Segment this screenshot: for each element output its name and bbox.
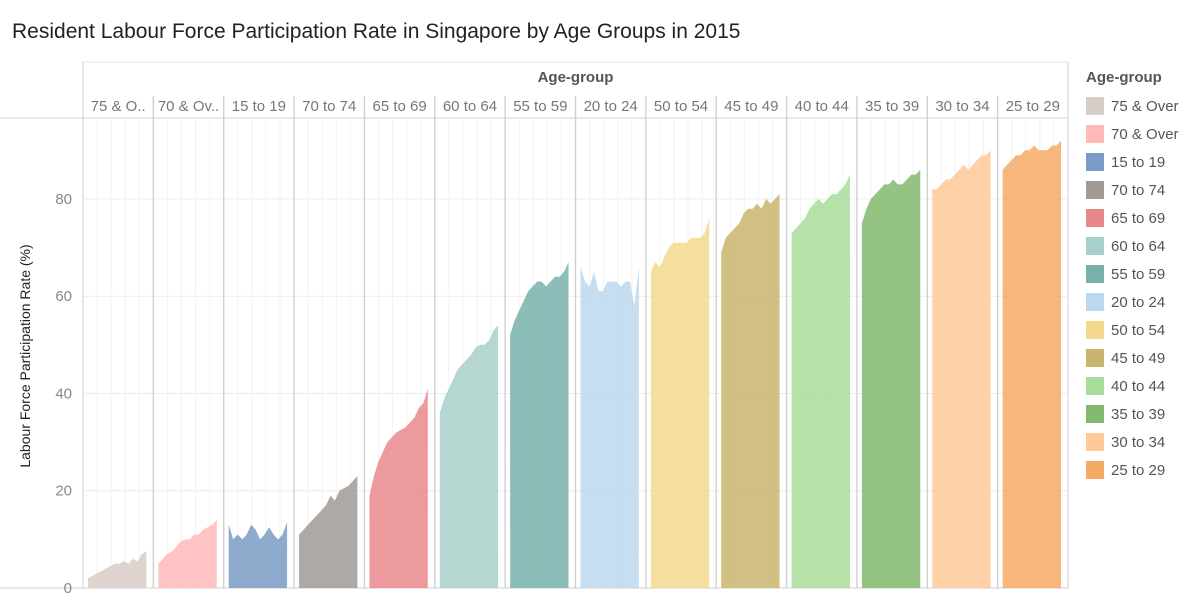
panel-header-label: 75 & O.. bbox=[91, 98, 146, 115]
area-40-to-44 bbox=[791, 174, 850, 588]
legend-item[interactable]: 35 to 39 bbox=[1086, 400, 1196, 428]
legend-swatch bbox=[1086, 97, 1104, 115]
column-header: Age-group bbox=[538, 69, 614, 86]
legend-label: 75 & Over bbox=[1111, 97, 1179, 115]
legend-swatch bbox=[1086, 181, 1104, 199]
panel-header-label: 55 to 59 bbox=[513, 98, 567, 115]
y-tick-label: 20 bbox=[55, 483, 72, 500]
panel-header-label: 30 to 34 bbox=[935, 98, 989, 115]
panel-header-label: 35 to 39 bbox=[865, 98, 919, 115]
legend-label: 55 to 59 bbox=[1111, 265, 1166, 283]
legend-title: Age-group bbox=[1086, 69, 1162, 86]
legend-swatch bbox=[1086, 237, 1104, 255]
area-45-to-49 bbox=[721, 194, 780, 588]
area-20-to-24 bbox=[580, 267, 639, 588]
legend-label: 45 to 49 bbox=[1111, 349, 1166, 367]
legend-swatch bbox=[1086, 125, 1104, 143]
legend-label: 20 to 24 bbox=[1111, 293, 1166, 311]
panel-header-label: 60 to 64 bbox=[443, 98, 497, 115]
area-15-to-19 bbox=[228, 522, 288, 588]
legend-item[interactable]: 15 to 19 bbox=[1086, 148, 1196, 176]
legend-label: 60 to 64 bbox=[1111, 237, 1166, 255]
legend-label: 50 to 54 bbox=[1111, 321, 1166, 339]
legend-swatch bbox=[1086, 209, 1104, 227]
panel-header-label: 45 to 49 bbox=[724, 98, 778, 115]
area-70-over bbox=[158, 519, 217, 588]
area-75-over bbox=[88, 551, 147, 588]
panel-header-label: 70 & Ov.. bbox=[158, 98, 219, 115]
legend-swatch bbox=[1086, 153, 1104, 171]
legend-item[interactable]: 20 to 24 bbox=[1086, 288, 1196, 316]
panel-header-label: 65 to 69 bbox=[372, 98, 426, 115]
panel-header-label: 20 to 24 bbox=[584, 98, 638, 115]
legend: Age-group 75 & Over 70 & Over 15 to 19 70 t… bbox=[1086, 69, 1196, 484]
y-tick-label: 80 bbox=[55, 191, 72, 208]
legend-item[interactable]: 50 to 54 bbox=[1086, 316, 1196, 344]
y-tick-label: 0 bbox=[64, 580, 72, 594]
legend-item[interactable]: 65 to 69 bbox=[1086, 204, 1196, 232]
legend-items: 75 & Over 70 & Over 15 to 19 70 to 74 65 to … bbox=[1086, 92, 1196, 484]
panel-header-label: 50 to 54 bbox=[654, 98, 708, 115]
area-25-to-29 bbox=[1002, 140, 1061, 588]
legend-item[interactable]: 45 to 49 bbox=[1086, 344, 1196, 372]
area-50-to-54 bbox=[650, 218, 710, 588]
panel-header-label: 25 to 29 bbox=[1006, 98, 1060, 115]
panel-header-label: 70 to 74 bbox=[302, 98, 356, 115]
legend-label: 25 to 29 bbox=[1111, 461, 1166, 479]
legend-swatch bbox=[1086, 293, 1104, 311]
chart-title: Resident Labour Force Participation Rate… bbox=[12, 20, 741, 43]
legend-swatch bbox=[1086, 349, 1104, 367]
legend-label: 70 to 74 bbox=[1111, 181, 1166, 199]
area-35-to-39 bbox=[861, 169, 921, 589]
legend-swatch bbox=[1086, 265, 1104, 283]
legend-label: 70 & Over bbox=[1111, 125, 1179, 143]
legend-label: 65 to 69 bbox=[1111, 209, 1166, 227]
panel-header-label: 15 to 19 bbox=[232, 98, 286, 115]
legend-swatch bbox=[1086, 405, 1104, 423]
y-tick-label: 40 bbox=[55, 385, 72, 402]
panel-header-label: 40 to 44 bbox=[795, 98, 849, 115]
legend-item[interactable]: 70 & Over bbox=[1086, 120, 1196, 148]
legend-item[interactable]: 30 to 34 bbox=[1086, 428, 1196, 456]
legend-item[interactable]: 75 & Over bbox=[1086, 92, 1196, 120]
area-70-to-74 bbox=[299, 476, 358, 588]
area-60-to-64 bbox=[439, 325, 499, 588]
legend-swatch bbox=[1086, 433, 1104, 451]
legend-swatch bbox=[1086, 461, 1104, 479]
legend-item[interactable]: 70 to 74 bbox=[1086, 176, 1196, 204]
area-30-to-34 bbox=[932, 150, 991, 589]
legend-label: 35 to 39 bbox=[1111, 405, 1166, 423]
legend-label: 30 to 34 bbox=[1111, 433, 1166, 451]
legend-item[interactable]: 55 to 59 bbox=[1086, 260, 1196, 288]
legend-item[interactable]: 25 to 29 bbox=[1086, 456, 1196, 484]
y-axis-label: Labour Force Participation Rate (%) bbox=[17, 244, 33, 467]
legend-item[interactable]: 40 to 44 bbox=[1086, 372, 1196, 400]
legend-swatch bbox=[1086, 377, 1104, 395]
y-tick-label: 60 bbox=[55, 288, 72, 305]
legend-swatch bbox=[1086, 321, 1104, 339]
legend-label: 15 to 19 bbox=[1111, 153, 1166, 171]
legend-item[interactable]: 60 to 64 bbox=[1086, 232, 1196, 260]
area-55-to-59 bbox=[510, 262, 569, 588]
area-65-to-69 bbox=[369, 388, 428, 588]
chart-area: Age-group 0 20 40 60 80 Labour Force Participa… bbox=[0, 61, 1069, 594]
legend-label: 40 to 44 bbox=[1111, 377, 1166, 395]
